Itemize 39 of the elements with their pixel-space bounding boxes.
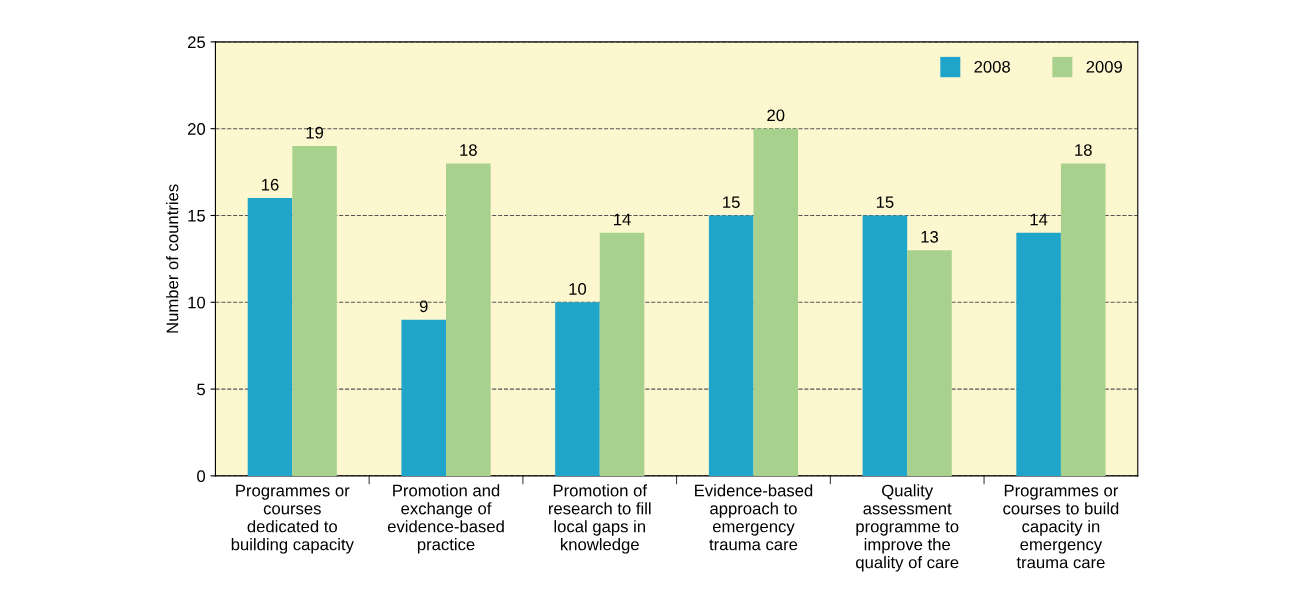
bar <box>247 198 293 476</box>
data-label: 20 <box>767 109 785 122</box>
x-tick-label: Quality assessment programme to improve the quality of care <box>856 484 959 572</box>
y-axis-title: Number of countries <box>166 184 179 333</box>
data-label: 18 <box>1075 144 1092 156</box>
y-tick-label: 20 <box>188 123 206 135</box>
x-tick-label: Programmes or courses to build capacity in emergency trauma care <box>1003 484 1119 569</box>
legend-label: 2008 <box>974 60 1010 73</box>
data-label: 15 <box>723 196 740 209</box>
data-label: 10 <box>569 283 587 295</box>
bar <box>753 128 799 476</box>
bar <box>555 302 600 476</box>
bar <box>446 163 491 476</box>
y-tick-label: 5 <box>197 383 206 396</box>
data-label: 9 <box>419 300 428 313</box>
y-tick-label: 25 <box>188 36 206 49</box>
bar <box>401 319 447 476</box>
bar <box>1016 232 1061 476</box>
data-label: 14 <box>614 213 631 226</box>
data-label: 15 <box>876 196 894 209</box>
x-tick-label: Programmes or courses dedicated to building capacity <box>231 484 354 554</box>
bar <box>292 146 337 476</box>
x-tick-label: Evidence-based approach to emergency trauma care <box>695 484 813 551</box>
bar <box>1060 163 1106 476</box>
data-label: 16 <box>262 178 279 191</box>
bar <box>599 232 645 476</box>
bar <box>907 250 952 476</box>
x-tick-label: Promotion of research to fill local gaps in knowledge <box>548 484 651 554</box>
data-label: 18 <box>460 144 477 156</box>
bar <box>862 215 908 476</box>
bar <box>708 215 754 476</box>
y-tick-label: 0 <box>197 470 206 483</box>
data-label: 19 <box>306 126 324 139</box>
legend-label: 2009 <box>1086 60 1122 73</box>
data-label: 14 <box>1030 213 1048 226</box>
x-tick-label: Promotion and exchange of evidence-based practice <box>387 484 504 554</box>
y-tick-label: 15 <box>188 210 206 222</box>
data-label: 13 <box>921 230 939 243</box>
y-tick-label: 10 <box>188 296 206 309</box>
